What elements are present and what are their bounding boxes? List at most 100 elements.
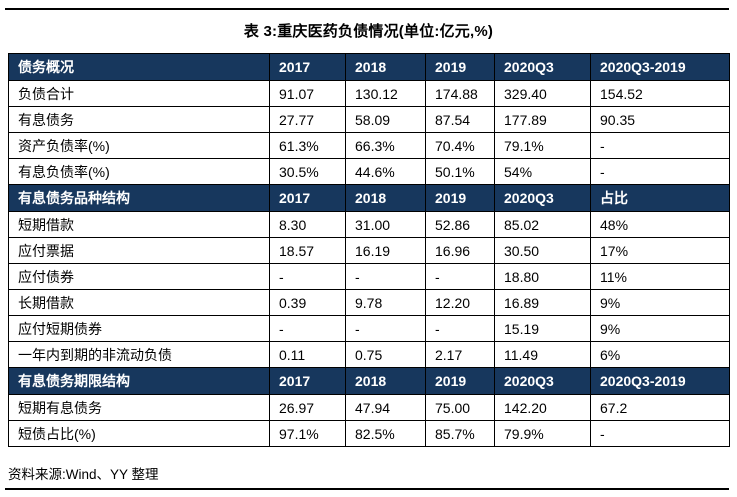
- value-cell: 18.57: [269, 237, 346, 264]
- column-header-cell: 2020Q3-2019: [590, 53, 730, 81]
- column-header-cell: 2020Q3: [494, 367, 591, 395]
- section-header-row: 有息债务品种结构 2017 2018 2019 2020Q3 占比: [8, 184, 730, 212]
- value-cell: -: [425, 315, 495, 342]
- value-cell: 0.39: [269, 289, 346, 316]
- table-row: 短债占比(%) 97.1% 82.5% 85.7% 79.9% -: [8, 420, 730, 447]
- column-header-cell: 2020Q3: [494, 184, 591, 212]
- column-header-cell: 2018: [345, 367, 426, 395]
- value-cell: 9.78: [345, 289, 426, 316]
- value-cell: -: [590, 132, 730, 159]
- value-cell: 54%: [494, 158, 591, 185]
- value-cell: 67.2: [590, 394, 730, 421]
- value-cell: 70.4%: [425, 132, 495, 159]
- row-label-cell: 短期借款: [8, 211, 270, 238]
- row-label-cell: 短期有息债务: [8, 394, 270, 421]
- row-label-cell: 有息债务: [8, 106, 270, 133]
- value-cell: 52.86: [425, 211, 495, 238]
- column-header-cell: 2019: [425, 184, 495, 212]
- value-cell: 44.6%: [345, 158, 426, 185]
- value-cell: 26.97: [269, 394, 346, 421]
- row-label-cell: 资产负债率(%): [8, 132, 270, 159]
- value-cell: 87.54: [425, 106, 495, 133]
- value-cell: 15.19: [494, 315, 591, 342]
- bottom-rule: [5, 488, 729, 490]
- value-cell: 27.77: [269, 106, 346, 133]
- row-label-cell: 长期借款: [8, 289, 270, 316]
- value-cell: 177.89: [494, 106, 591, 133]
- value-cell: -: [345, 263, 426, 290]
- value-cell: -: [590, 158, 730, 185]
- value-cell: -: [345, 315, 426, 342]
- column-header-cell: 2017: [269, 53, 346, 81]
- value-cell: 47.94: [345, 394, 426, 421]
- column-header-cell: 2018: [345, 53, 426, 81]
- table-row: 应付票据 18.57 16.19 16.96 30.50 17%: [8, 237, 730, 264]
- value-cell: 142.20: [494, 394, 591, 421]
- value-cell: 2.17: [425, 341, 495, 368]
- value-cell: 85.7%: [425, 420, 495, 447]
- value-cell: 11%: [590, 263, 730, 290]
- section-header-row: 债务概况 2017 2018 2019 2020Q3 2020Q3-2019: [8, 53, 730, 81]
- row-label-cell: 应付债券: [8, 263, 270, 290]
- value-cell: 79.1%: [494, 132, 591, 159]
- row-label-cell: 应付短期债券: [8, 315, 270, 342]
- column-header-cell: 2019: [425, 367, 495, 395]
- column-header-cell: 占比: [590, 184, 730, 212]
- column-header-cell: 2019: [425, 53, 495, 81]
- row-label-cell: 一年内到期的非流动负债: [8, 341, 270, 368]
- value-cell: 16.96: [425, 237, 495, 264]
- column-header-cell: 2017: [269, 367, 346, 395]
- value-cell: 16.19: [345, 237, 426, 264]
- row-label-cell: 应付票据: [8, 237, 270, 264]
- value-cell: 61.3%: [269, 132, 346, 159]
- value-cell: 130.12: [345, 80, 426, 107]
- value-cell: 75.00: [425, 394, 495, 421]
- value-cell: 0.11: [269, 341, 346, 368]
- section-header-row: 有息债务期限结构 2017 2018 2019 2020Q3 2020Q3-2019: [8, 367, 730, 395]
- value-cell: 31.00: [345, 211, 426, 238]
- value-cell: 50.1%: [425, 158, 495, 185]
- value-cell: 6%: [590, 341, 730, 368]
- section-title-cell: 债务概况: [8, 53, 270, 81]
- debt-table: 债务概况 2017 2018 2019 2020Q3 2020Q3-2019 负债合计 91.…: [8, 53, 730, 447]
- value-cell: 82.5%: [345, 420, 426, 447]
- table-title: 表 3:重庆医药负债情况(单位:亿元,%): [243, 23, 494, 40]
- row-label-cell: 短债占比(%): [8, 420, 270, 447]
- section-title-cell: 有息债务期限结构: [8, 367, 270, 395]
- value-cell: 154.52: [590, 80, 730, 107]
- value-cell: -: [269, 315, 346, 342]
- value-cell: 30.50: [494, 237, 591, 264]
- value-cell: 17%: [590, 237, 730, 264]
- value-cell: 30.5%: [269, 158, 346, 185]
- table-row: 应付债券 - - -18.80 11%: [8, 263, 730, 290]
- section-title-cell: 有息债务品种结构: [8, 184, 270, 212]
- value-cell: -: [590, 420, 730, 447]
- table-row: 长期借款 0.39 9.78 12.20 16.89 9%: [8, 289, 730, 316]
- value-cell: 16.89: [494, 289, 591, 316]
- table-row: 短期借款 8.30 31.00 52.86 85.02 48%: [8, 211, 730, 238]
- value-cell: 79.9%: [494, 420, 591, 447]
- table-row: 负债合计 91.07 130.12 174.88 329.40 154.52: [8, 80, 730, 107]
- value-cell: 58.09: [345, 106, 426, 133]
- value-cell: -: [425, 263, 495, 290]
- value-cell: 174.88: [425, 80, 495, 107]
- table-row: 资产负债率(%) 61.3% 66.3% 70.4% 79.1% -: [8, 132, 730, 159]
- table-body: 债务概况 2017 2018 2019 2020Q3 2020Q3-2019 负债合计 91.…: [8, 53, 730, 447]
- value-cell: 66.3%: [345, 132, 426, 159]
- value-cell: 12.20: [425, 289, 495, 316]
- table-row: 一年内到期的非流动负债 0.11 0.75 2.17 11.49 6%: [8, 341, 730, 368]
- column-header-cell: 2018: [345, 184, 426, 212]
- value-cell: 9%: [590, 315, 730, 342]
- value-cell: 8.30: [269, 211, 346, 238]
- column-header-cell: 2020Q3-2019: [590, 367, 730, 395]
- column-header-cell: 2017: [269, 184, 346, 212]
- value-cell: 18.80: [494, 263, 591, 290]
- value-cell: 91.07: [269, 80, 346, 107]
- row-label-cell: 负债合计: [8, 80, 270, 107]
- value-cell: 9%: [590, 289, 730, 316]
- column-header-cell: 2020Q3: [494, 53, 591, 81]
- value-cell: 90.35: [590, 106, 730, 133]
- value-cell: 97.1%: [269, 420, 346, 447]
- value-cell: 0.75: [345, 341, 426, 368]
